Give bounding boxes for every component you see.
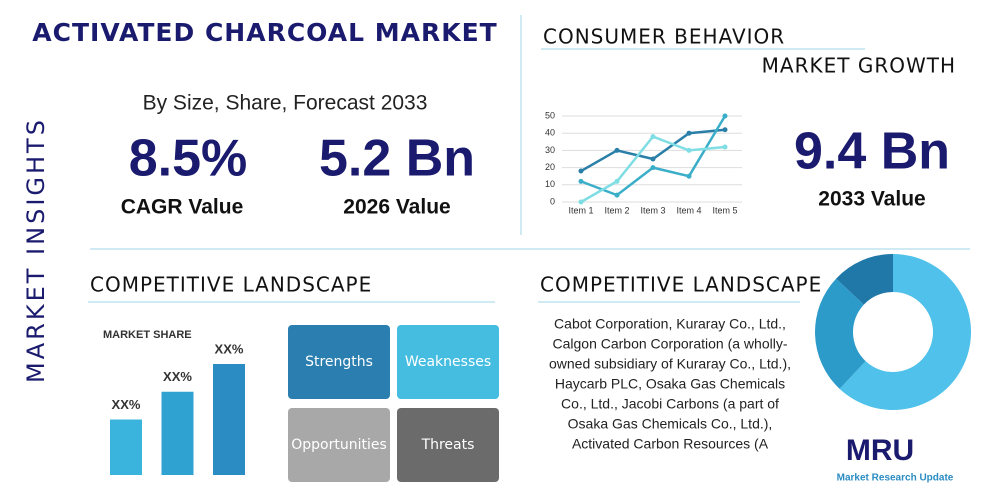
point — [578, 178, 584, 184]
y-tick-label: 0 — [550, 196, 555, 206]
side-label: MARKET INSIGHTS — [22, 117, 50, 383]
section-title: COMPETITIVE LANDSCAPE — [90, 273, 372, 297]
subtitle: By Size, Share, Forecast 2033 — [143, 92, 428, 115]
value-label: XX% — [163, 369, 192, 384]
x-tick-label: Item 4 — [676, 205, 701, 215]
bar — [161, 391, 194, 475]
x-tick-label: Item 1 — [568, 205, 593, 215]
point — [578, 199, 584, 205]
section-subtitle: MARKET GROWTH — [762, 54, 956, 78]
donut-slice — [815, 278, 866, 389]
section-title: CONSUMER BEHAVIOR — [543, 25, 785, 49]
swot-label: Threats — [421, 437, 475, 453]
point — [614, 178, 620, 184]
point — [614, 147, 620, 153]
value-label: XX% — [215, 341, 244, 356]
swot-label: Weaknesses — [405, 354, 491, 370]
stat-value: 5.2 Bn — [319, 130, 475, 188]
company-line: Calgon Carbon Corporation (a wholly- — [552, 336, 787, 352]
swot-box — [397, 408, 499, 482]
bar — [213, 364, 245, 475]
stat-label: CAGR Value — [121, 196, 244, 219]
swot-label: Strengths — [305, 354, 373, 370]
stat-value: 9.4 Bn — [794, 123, 950, 181]
point — [614, 192, 620, 198]
section-title: COMPETITIVE LANDSCAPE — [540, 273, 822, 297]
chart-title: MARKET SHARE — [103, 329, 192, 341]
y-tick-label: 10 — [545, 179, 555, 189]
y-tick-label: 40 — [545, 128, 555, 138]
point — [578, 168, 584, 174]
bar — [110, 419, 142, 475]
swot-box — [288, 325, 390, 399]
logo-mark: MRU — [846, 434, 914, 467]
point — [650, 156, 656, 162]
point — [722, 144, 728, 150]
point — [650, 134, 656, 140]
company-line: Cabot Corporation, Kuraray Co., Ltd., — [554, 316, 786, 332]
x-tick-label: Item 5 — [712, 205, 737, 215]
company-line: Activated Carbon Resources (A — [572, 436, 769, 452]
point — [722, 127, 728, 133]
point — [686, 173, 692, 179]
stat-value: 8.5% — [129, 130, 248, 188]
title: ACTIVATED CHARCOAL MARKET — [32, 18, 497, 47]
x-tick-label: Item 2 — [604, 205, 629, 215]
point — [722, 113, 728, 119]
swot-box — [288, 408, 390, 482]
company-line: owned subsidiary of Kuraray Co., Ltd.), — [549, 356, 791, 372]
value-label: XX% — [112, 397, 141, 412]
y-tick-label: 50 — [545, 110, 555, 120]
y-tick-label: 20 — [545, 162, 555, 172]
point — [650, 165, 656, 171]
company-line: Haycarb PLC, Osaka Gas Chemicals — [555, 376, 785, 392]
logo-name: Market Research Update — [837, 473, 954, 484]
swot-label: Opportunities — [291, 437, 387, 453]
company-line: Osaka Gas Chemicals Co., Ltd.), — [568, 416, 773, 432]
x-tick-label: Item 3 — [640, 205, 665, 215]
donut-slice — [836, 254, 893, 305]
stat-label: 2026 Value — [343, 196, 450, 219]
swot-box — [397, 325, 499, 399]
y-tick-label: 30 — [545, 145, 555, 155]
donut-slice — [839, 254, 972, 411]
point — [686, 147, 692, 153]
stat-label: 2033 Value — [818, 188, 925, 211]
point — [686, 130, 692, 136]
company-line: Co., Ltd., Jacobi Carbons (a part of — [561, 396, 779, 412]
